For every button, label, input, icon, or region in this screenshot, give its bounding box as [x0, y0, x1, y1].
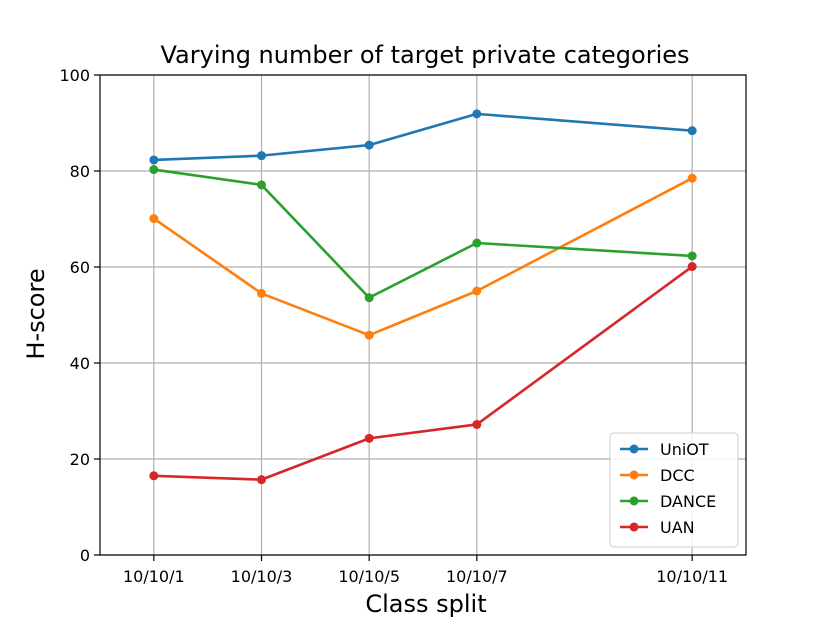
chart-title: Varying number of target private categor…: [160, 41, 689, 69]
data-point-uniot: [687, 126, 697, 136]
x-tick-label: 10/10/7: [446, 567, 508, 586]
data-point-uan: [149, 471, 159, 481]
data-point-dcc: [364, 330, 374, 340]
x-axis-label: Class split: [365, 590, 486, 618]
series-line-dance: [153, 168, 693, 300]
data-point-uan: [257, 475, 266, 485]
data-point-dance: [687, 251, 697, 261]
legend-box: [609, 432, 739, 548]
data-point-dance: [364, 293, 374, 303]
legend-swatch-marker-dance: [629, 496, 639, 506]
legend-swatch-marker-dcc: [629, 470, 639, 480]
x-tick-label: 10/10/11: [656, 567, 728, 586]
series-line-dcc: [153, 177, 693, 337]
data-point-uniot: [364, 140, 374, 150]
axis-ticks: 10/10/1 10/10/3 10/10/5 10/10/7 10/10/11 0 20 4…: [59, 66, 728, 586]
plot-area-frame: [99, 74, 747, 556]
legend-label-dcc: DCC: [660, 466, 695, 485]
legend-swatch-marker-uniot: [629, 444, 639, 454]
y-tick-label: 20: [70, 450, 90, 469]
data-point-uniot: [472, 109, 482, 119]
legend-label-dance: DANCE: [660, 492, 716, 511]
data-point-dance: [472, 238, 482, 248]
y-tick-label: 80: [70, 162, 90, 181]
data-point-dcc: [472, 286, 482, 296]
y-tick-label: 0: [80, 546, 90, 565]
x-tick-label: 10/10/3: [231, 567, 293, 586]
x-tick-label: 10/10/1: [123, 567, 185, 586]
y-tick-label: 100: [59, 66, 90, 85]
legend-label-uniot: UniOT: [660, 440, 709, 459]
data-point-dance: [149, 165, 159, 175]
data-point-dance: [257, 180, 266, 190]
data-point-uan: [687, 262, 697, 272]
y-axis-label: H-score: [22, 268, 50, 359]
series-lines: [149, 109, 697, 485]
data-point-uniot: [149, 155, 159, 165]
series-line-uniot: [153, 112, 693, 162]
y-tick-label: 60: [70, 258, 90, 277]
data-point-uniot: [257, 151, 266, 161]
legend-swatch-marker-uan: [629, 522, 639, 532]
data-point-dcc: [687, 173, 697, 183]
data-point-uan: [472, 419, 482, 429]
data-point-dcc: [149, 214, 159, 224]
legend-label-uan: UAN: [660, 518, 695, 537]
data-point-uan: [364, 433, 374, 443]
legend: UniOT DCC DANCE UAN: [609, 432, 739, 548]
x-tick-label: 10/10/5: [338, 567, 400, 586]
y-tick-label: 40: [70, 354, 90, 373]
data-point-dcc: [257, 288, 266, 298]
